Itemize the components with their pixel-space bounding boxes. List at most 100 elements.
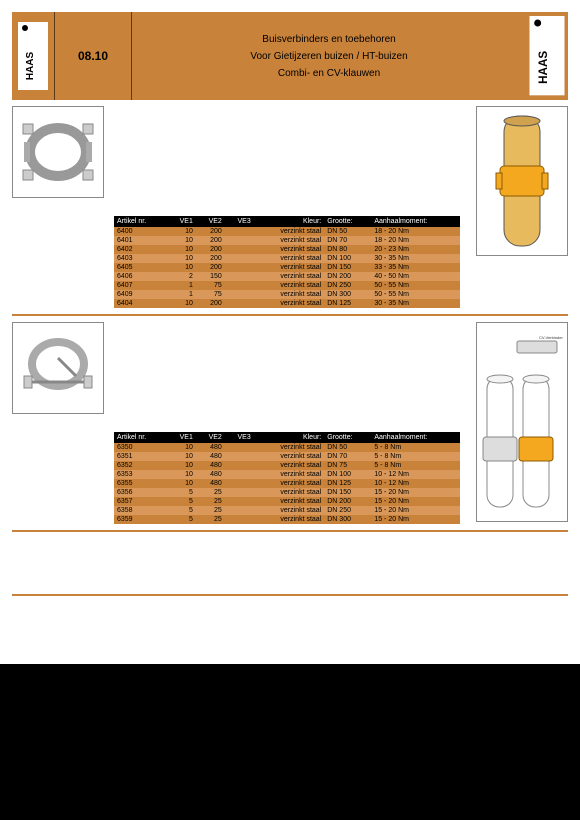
cell-aan: 18 - 20 Nm <box>371 236 460 245</box>
title-line-2: Voor Gietijzeren buizen / HT-buizen <box>250 51 407 62</box>
spec-table-1: Artikel nr. VE1 VE2 VE3 Kleur: Grootte: … <box>114 216 460 308</box>
cell-ve2: 25 <box>196 488 225 497</box>
cell-kleur: verzinkt staal <box>254 290 325 299</box>
cell-groot: DN 200 <box>324 272 371 281</box>
cell-groot: DN 100 <box>324 254 371 263</box>
cell-ve3 <box>225 470 254 479</box>
cell-ve3 <box>225 254 254 263</box>
cell-aan: 5 - 8 Nm <box>371 452 460 461</box>
cell-ve1: 2 <box>167 272 196 281</box>
cell-ve2: 480 <box>196 470 225 479</box>
th-ve2: VE2 <box>196 432 225 443</box>
table-row: 6407175verzinkt staalDN 25050 - 55 Nm <box>114 281 460 290</box>
cell-ve2: 480 <box>196 443 225 452</box>
cell-ve1: 5 <box>167 488 196 497</box>
spec-table-2: Artikel nr. VE1 VE2 VE3 Kleur: Grootte: … <box>114 432 460 524</box>
section-2: Artikel nr. VE1 VE2 VE3 Kleur: Grootte: … <box>12 322 568 524</box>
th-grootte: Grootte: <box>324 216 371 227</box>
cell-kleur: verzinkt staal <box>254 497 325 506</box>
cell-art: 6357 <box>114 497 167 506</box>
th-ve2: VE2 <box>196 216 225 227</box>
haas-logo-icon: HAAS <box>15 16 51 96</box>
cell-kleur: verzinkt staal <box>254 245 325 254</box>
cv-clamp-icon <box>18 328 98 408</box>
table-row: 64062150verzinkt staalDN 20040 - 50 Nm <box>114 272 460 281</box>
cell-art: 6402 <box>114 245 167 254</box>
table-row: 6358525verzinkt staalDN 25015 - 20 Nm <box>114 506 460 515</box>
cell-groot: DN 300 <box>324 290 371 299</box>
table-row: 6357525verzinkt staalDN 20015 - 20 Nm <box>114 497 460 506</box>
cell-kleur: verzinkt staal <box>254 254 325 263</box>
pipe-assembly-icon: CV-Verbinder <box>477 327 567 517</box>
cell-art: 6356 <box>114 488 167 497</box>
cell-aan: 15 - 20 Nm <box>371 497 460 506</box>
cell-groot: DN 250 <box>324 506 371 515</box>
cell-ve3 <box>225 479 254 488</box>
cell-ve2: 200 <box>196 299 225 308</box>
cell-art: 6403 <box>114 254 167 263</box>
svg-text:HAAS: HAAS <box>537 51 550 84</box>
cell-groot: DN 80 <box>324 245 371 254</box>
title-line-3: Combi- en CV-klauwen <box>278 68 380 79</box>
th-ve1: VE1 <box>167 216 196 227</box>
product-image-2 <box>12 322 104 414</box>
cell-art: 6355 <box>114 479 167 488</box>
table-row: 640510200verzinkt staalDN 15033 - 35 Nm <box>114 263 460 272</box>
header: HAAS 08.10 Buisverbinders en toebehoren … <box>12 12 568 100</box>
cell-kleur: verzinkt staal <box>254 461 325 470</box>
title-line-1: Buisverbinders en toebehoren <box>262 34 395 45</box>
illustration-1 <box>476 106 568 256</box>
cell-ve3 <box>225 281 254 290</box>
cell-aan: 40 - 50 Nm <box>371 272 460 281</box>
table-row: 635010480verzinkt staalDN 505 - 8 Nm <box>114 443 460 452</box>
cell-ve2: 200 <box>196 263 225 272</box>
cell-ve1: 5 <box>167 515 196 524</box>
cell-aan: 15 - 20 Nm <box>371 506 460 515</box>
table-row: 640410200verzinkt staalDN 12530 - 35 Nm <box>114 299 460 308</box>
cell-ve3 <box>225 443 254 452</box>
cell-kleur: verzinkt staal <box>254 272 325 281</box>
cell-groot: DN 75 <box>324 461 371 470</box>
logo-left: HAAS <box>12 12 54 100</box>
cell-ve3 <box>225 227 254 236</box>
cell-art: 6351 <box>114 452 167 461</box>
cell-groot: DN 200 <box>324 497 371 506</box>
cell-kleur: verzinkt staal <box>254 488 325 497</box>
section-divider <box>12 594 568 596</box>
table-2-body: 635010480verzinkt staalDN 505 - 8 Nm6351… <box>114 443 460 524</box>
cell-ve1: 10 <box>167 299 196 308</box>
cell-groot: DN 300 <box>324 515 371 524</box>
product-code: 08.10 <box>78 49 108 63</box>
cell-ve1: 10 <box>167 236 196 245</box>
table-1-body: 640010200verzinkt staalDN 5018 - 20 Nm 64… <box>114 227 460 308</box>
cell-ve1: 10 <box>167 452 196 461</box>
cell-groot: DN 150 <box>324 488 371 497</box>
cell-ve2: 75 <box>196 281 225 290</box>
cell-groot: DN 125 <box>324 479 371 488</box>
cell-groot: DN 100 <box>324 470 371 479</box>
cell-ve3 <box>225 299 254 308</box>
cell-ve2: 25 <box>196 515 225 524</box>
cell-ve2: 480 <box>196 461 225 470</box>
section-2-content: Artikel nr. VE1 VE2 VE3 Kleur: Grootte: … <box>114 322 460 524</box>
table-row: 640010200verzinkt staalDN 5018 - 20 Nm <box>114 227 460 236</box>
cell-ve1: 10 <box>167 227 196 236</box>
table-row: 640310200verzinkt staalDN 10030 - 35 Nm <box>114 254 460 263</box>
cell-aan: 10 - 12 Nm <box>371 470 460 479</box>
cell-groot: DN 70 <box>324 236 371 245</box>
cell-ve1: 10 <box>167 443 196 452</box>
cell-groot: DN 50 <box>324 443 371 452</box>
table-row: 6356525verzinkt staalDN 15015 - 20 Nm <box>114 488 460 497</box>
table-header-row: Artikel nr. VE1 VE2 VE3 Kleur: Grootte: … <box>114 432 460 443</box>
cell-ve3 <box>225 245 254 254</box>
cell-ve2: 150 <box>196 272 225 281</box>
table-row: 635110480verzinkt staalDN 705 - 8 Nm <box>114 452 460 461</box>
cell-ve1: 10 <box>167 461 196 470</box>
cell-ve1: 10 <box>167 479 196 488</box>
cell-kleur: verzinkt staal <box>254 263 325 272</box>
cell-groot: DN 70 <box>324 452 371 461</box>
section-1: Artikel nr. VE1 VE2 VE3 Kleur: Grootte: … <box>12 106 568 308</box>
cell-ve3 <box>225 515 254 524</box>
cell-ve3 <box>225 290 254 299</box>
cell-ve3 <box>225 236 254 245</box>
